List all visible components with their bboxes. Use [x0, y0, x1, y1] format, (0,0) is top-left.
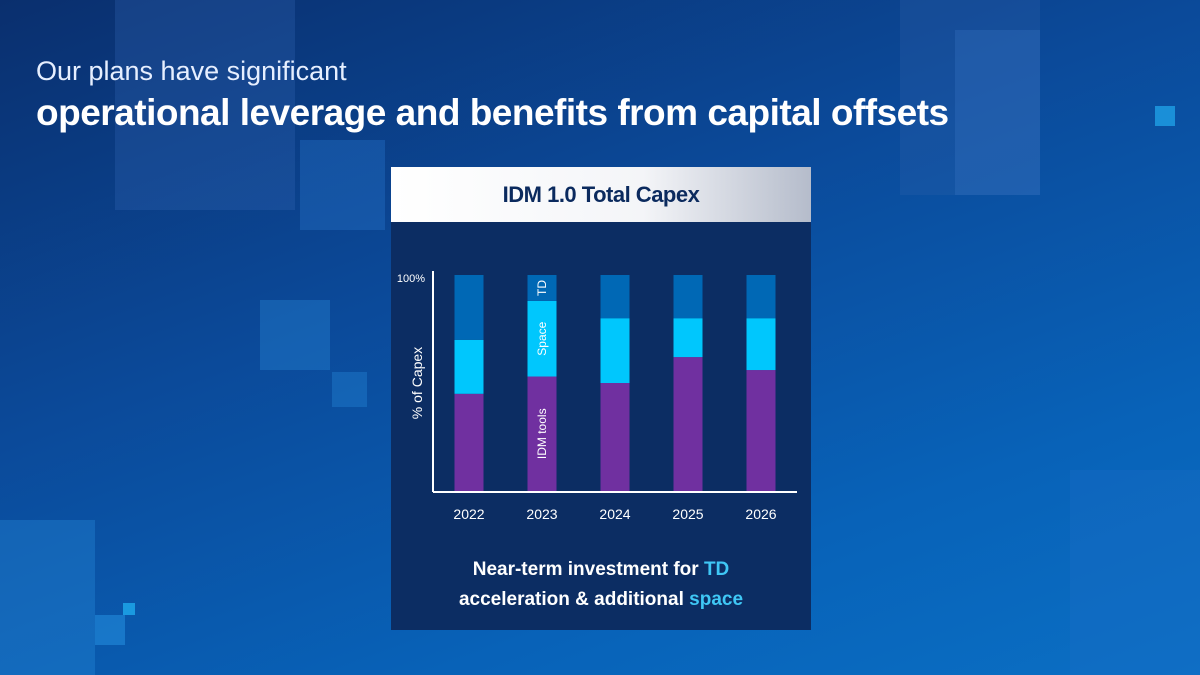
bar-segment-space-2025 [673, 318, 703, 358]
slide-title: operational leverage and benefits from c… [36, 92, 949, 133]
bar-segment-td-2026 [746, 275, 776, 319]
bg-square [0, 520, 95, 675]
series-label: TD [535, 280, 549, 296]
bar-segment-idm-tools-2025 [673, 357, 703, 491]
x-tick-label: 2022 [453, 506, 484, 522]
bg-square [260, 300, 330, 370]
bar-segment-space-2022 [454, 339, 484, 394]
chart-title: IDM 1.0 Total Capex [391, 167, 811, 222]
bar-segment-idm-tools-2022 [454, 393, 484, 491]
bg-square [300, 140, 385, 230]
bar-segment-idm-tools-2026 [746, 370, 776, 491]
bar-segment-td-2025 [673, 275, 703, 319]
x-tick-label: 2024 [599, 506, 630, 522]
bg-square [332, 372, 367, 407]
footer-highlight-td: TD [703, 559, 730, 580]
bar-segment-td-2023 [527, 275, 557, 301]
bg-square [95, 615, 125, 645]
series-label: IDM tools [535, 408, 549, 459]
slide-subtitle: Our plans have significant [36, 56, 347, 86]
bg-square [115, 0, 295, 210]
bar-segment-td-2024 [600, 275, 630, 319]
bar-segment-idm-tools-2024 [600, 383, 630, 491]
bg-square [1155, 106, 1175, 126]
bar-segment-td-2022 [454, 275, 484, 340]
bar-segment-idm-tools-2023 [527, 376, 557, 491]
x-tick-label: 2026 [745, 506, 776, 522]
y-axis-label: % of Capex [409, 347, 425, 419]
chart-footer: Near-term investment for TD acceleration… [391, 555, 811, 615]
x-tick-label: 2023 [526, 506, 557, 522]
bar-segment-space-2023 [527, 300, 557, 377]
series-label: Space [535, 321, 549, 355]
bg-square [955, 30, 1040, 195]
y-tick-label: 100% [397, 273, 425, 285]
footer-text: Near-term investment for [472, 559, 704, 580]
chart-panel: IDM 1.0 Total Capex 100% % of Capex 2022 20… [391, 167, 811, 630]
bg-square [1070, 470, 1200, 675]
bar-segment-space-2026 [746, 318, 776, 371]
bar-segment-space-2024 [600, 318, 630, 383]
x-tick-label: 2025 [672, 506, 703, 522]
bg-square [900, 0, 1040, 195]
footer-highlight-space: space [689, 589, 744, 610]
footer-text: acceleration & additional [458, 589, 690, 610]
stacked-bar-chart: 100% % of Capex 2022 2023 2024 2025 2026 IDM to… [397, 271, 797, 522]
bg-square [123, 603, 135, 615]
